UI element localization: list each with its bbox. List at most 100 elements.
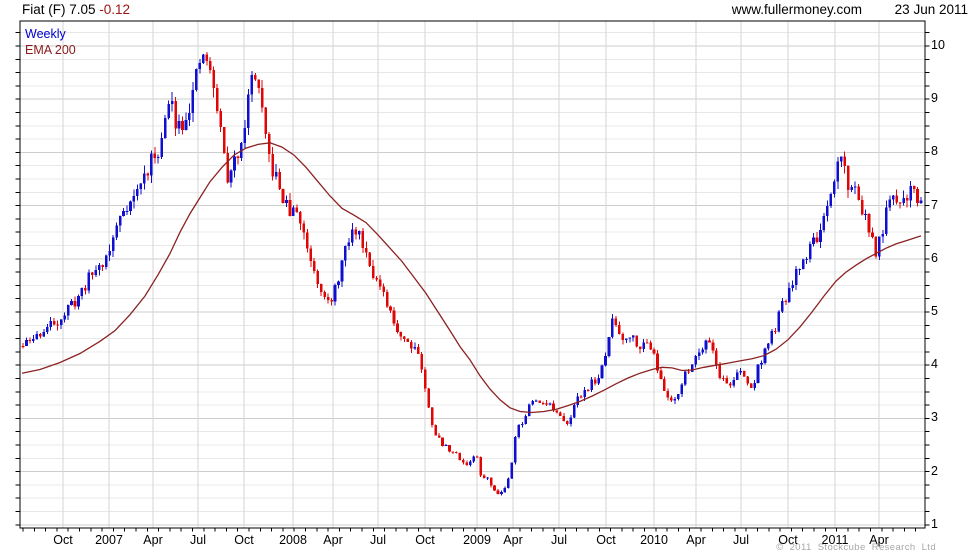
candle-body bbox=[482, 475, 486, 479]
candle-body bbox=[149, 153, 153, 176]
candle-body bbox=[201, 54, 205, 64]
candle-body bbox=[753, 382, 756, 388]
candle-body bbox=[375, 277, 378, 280]
candle-body bbox=[80, 287, 84, 297]
candle-body bbox=[510, 462, 514, 479]
candle-body bbox=[898, 202, 902, 204]
candle-body bbox=[420, 354, 424, 370]
candle-body bbox=[826, 205, 829, 217]
candle-body bbox=[787, 287, 791, 302]
candle-body bbox=[247, 94, 250, 128]
candle-body bbox=[891, 195, 895, 200]
candle-body bbox=[146, 173, 150, 176]
candle-body bbox=[732, 379, 736, 386]
candle-body bbox=[226, 152, 229, 183]
candle-body bbox=[652, 349, 656, 354]
candle-body bbox=[257, 79, 261, 88]
candle-body bbox=[111, 237, 115, 251]
candle-body bbox=[59, 319, 63, 326]
candle-body bbox=[406, 339, 410, 342]
candle-body bbox=[590, 379, 593, 391]
candle-body bbox=[628, 337, 632, 339]
candle-body bbox=[316, 271, 320, 285]
candle-body bbox=[198, 63, 202, 70]
candle-body bbox=[839, 156, 843, 162]
candle-body bbox=[496, 490, 500, 495]
candle-body bbox=[351, 229, 354, 243]
candle-body bbox=[746, 376, 749, 384]
candle-body bbox=[760, 363, 763, 365]
candle-body bbox=[340, 260, 344, 282]
candle-body bbox=[177, 120, 181, 129]
candle-body bbox=[749, 383, 753, 388]
candle-body bbox=[299, 211, 302, 224]
candle-body bbox=[455, 452, 458, 454]
candle-body bbox=[337, 281, 340, 286]
candle-body bbox=[645, 342, 649, 344]
candle-body bbox=[52, 320, 56, 325]
candle-body bbox=[704, 340, 708, 350]
candle-body bbox=[49, 320, 53, 327]
candle-body bbox=[836, 161, 840, 182]
candle-body bbox=[465, 462, 469, 465]
candle-body bbox=[791, 284, 795, 288]
candle-body bbox=[916, 188, 919, 203]
candle-body bbox=[902, 198, 905, 204]
candle-body bbox=[694, 356, 697, 365]
candle-body bbox=[794, 269, 798, 285]
candle-body bbox=[330, 300, 333, 302]
candle-body bbox=[222, 126, 226, 153]
candle-body bbox=[385, 291, 389, 307]
candle-body bbox=[42, 331, 46, 337]
candle-body bbox=[392, 310, 396, 324]
candle-body bbox=[410, 341, 413, 349]
copyright-text: © 2011 Stockcube Research Ltd bbox=[776, 542, 936, 553]
candle-body bbox=[801, 259, 805, 269]
candle-body bbox=[583, 389, 586, 398]
candle-body bbox=[486, 477, 489, 479]
candle-body bbox=[697, 352, 701, 357]
candle-body bbox=[278, 171, 281, 190]
candle-body bbox=[163, 117, 167, 139]
candle-body bbox=[156, 157, 160, 159]
candle-body bbox=[462, 460, 465, 463]
candle-body bbox=[649, 342, 652, 350]
candle-body bbox=[361, 231, 365, 248]
candle-body bbox=[229, 170, 233, 183]
candle-body bbox=[631, 335, 635, 338]
candle-body bbox=[624, 338, 628, 341]
candle-body bbox=[243, 127, 247, 143]
candle-body bbox=[819, 230, 822, 243]
candle-body bbox=[333, 285, 337, 302]
candle-body bbox=[292, 207, 295, 216]
candle-body bbox=[690, 364, 694, 372]
candle-body bbox=[104, 255, 108, 267]
candle-body bbox=[205, 54, 209, 62]
candle-body bbox=[423, 369, 427, 389]
candle-body bbox=[250, 75, 254, 95]
candle-body bbox=[784, 301, 788, 303]
candle-body bbox=[468, 461, 472, 465]
price-change-label: -0.12 bbox=[99, 2, 131, 17]
candle-body bbox=[555, 410, 559, 413]
candle-body bbox=[125, 210, 129, 212]
candle-body bbox=[659, 370, 663, 379]
candle-body bbox=[850, 186, 853, 190]
candle-body bbox=[399, 332, 403, 337]
candle-body bbox=[188, 113, 191, 121]
candle-body bbox=[274, 171, 278, 177]
candle-body bbox=[500, 492, 503, 495]
candle-body bbox=[579, 396, 583, 398]
candle-body bbox=[846, 165, 850, 190]
candle-body bbox=[701, 349, 704, 353]
candle-body bbox=[867, 214, 871, 233]
candle-body bbox=[708, 340, 711, 343]
candle-body bbox=[604, 355, 607, 366]
candle-body bbox=[586, 389, 590, 391]
candle-body bbox=[812, 237, 815, 244]
candle-body bbox=[895, 195, 899, 203]
candle-body bbox=[184, 120, 188, 130]
candle-body bbox=[28, 340, 32, 342]
report-date: 23 Jun 2011 bbox=[894, 2, 968, 17]
